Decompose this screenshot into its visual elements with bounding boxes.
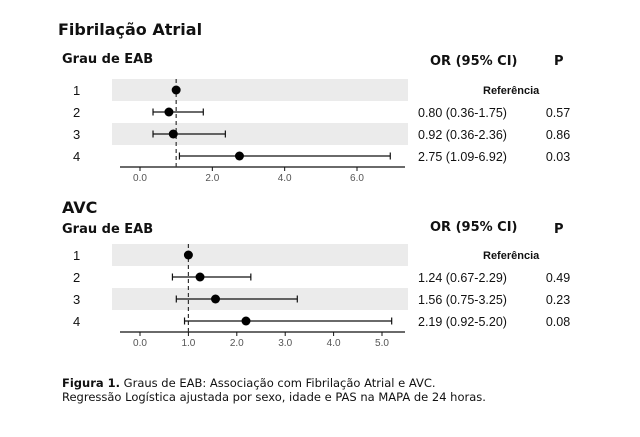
panel1-or-header: OR (95% CI) (430, 54, 518, 69)
panel2-p-header: P (554, 222, 564, 237)
panel2-point-estimate (183, 250, 193, 260)
panel2-x-tick-label: 3.0 (278, 338, 292, 349)
panel1-row-label: 3 (73, 127, 80, 142)
panel1-x-tick-label: 6.0 (350, 173, 364, 184)
panel1-x-tick-label: 4.0 (278, 173, 292, 184)
panel2-row-label: 3 (73, 292, 80, 307)
panel1-row-label: 2 (73, 105, 80, 120)
panel1-p-value: 0.57 (546, 106, 570, 120)
panel2-x-tick-label: 2.0 (230, 338, 244, 349)
panel1-row-label: 1 (73, 83, 80, 98)
panel1-reference-label: Referência (483, 85, 540, 97)
panel1-point-estimate (164, 107, 174, 117)
panel1-title: Fibrilação Atrial (58, 20, 203, 39)
panel2-point-estimate (211, 294, 221, 304)
panel1-p-value: 0.03 (546, 150, 570, 164)
figure-caption: Figura 1. Graus de EAB: Associação com F… (62, 376, 486, 404)
panel2-or-header: OR (95% CI) (430, 220, 518, 235)
panel2-or-value: 1.24 (0.67-2.29) (418, 271, 507, 285)
panel2-point-estimate (241, 316, 251, 326)
panel2-row-label: 4 (73, 314, 80, 329)
panel2-p-value: 0.49 (546, 271, 570, 285)
panel1-row-header: Grau de EAB (62, 52, 154, 67)
panel2-x-tick-label: 0.0 (133, 338, 147, 349)
panel2-row-label: 2 (73, 270, 80, 285)
panel2-row-header: Grau de EAB (62, 222, 154, 237)
panel1-point-estimate (234, 151, 244, 161)
panel1-point-estimate (168, 129, 178, 139)
panel2-p-value: 0.08 (546, 315, 570, 329)
panel2-x-tick-label: 1.0 (181, 338, 195, 349)
panel1-row-stripe (112, 79, 408, 101)
panel2-x-tick-label: 4.0 (327, 338, 341, 349)
caption-line1: Graus de EAB: Associação com Fibrilação … (120, 376, 436, 390)
panel2-row-label: 1 (73, 248, 80, 263)
panel1-row-stripe (112, 123, 408, 145)
caption-line2: Regressão Logística ajustada por sexo, i… (62, 390, 486, 404)
panel1-row-label: 4 (73, 149, 80, 164)
panel2-or-value: 1.56 (0.75-3.25) (418, 293, 507, 307)
panel2-x-tick-label: 5.0 (375, 338, 389, 349)
panel2-p-value: 0.23 (546, 293, 570, 307)
panel2-row-stripe (112, 244, 408, 266)
panel1-or-value: 0.80 (0.36-1.75) (418, 106, 507, 120)
panel1-x-tick-label: 2.0 (205, 173, 219, 184)
panel1-p-header: P (554, 54, 564, 69)
panel1-point-estimate (171, 85, 181, 95)
caption-label: Figura 1. (62, 376, 121, 390)
panel2-title: AVC (62, 198, 98, 217)
panel1-or-value: 2.75 (1.09-6.92) (418, 150, 507, 164)
panel1-or-value: 0.92 (0.36-2.36) (418, 128, 507, 142)
panel1-p-value: 0.86 (546, 128, 570, 142)
panel2-or-value: 2.19 (0.92-5.20) (418, 315, 507, 329)
panel1-x-tick-label: 0.0 (133, 173, 147, 184)
panel2-point-estimate (195, 272, 205, 282)
panel2-reference-label: Referência (483, 250, 540, 262)
